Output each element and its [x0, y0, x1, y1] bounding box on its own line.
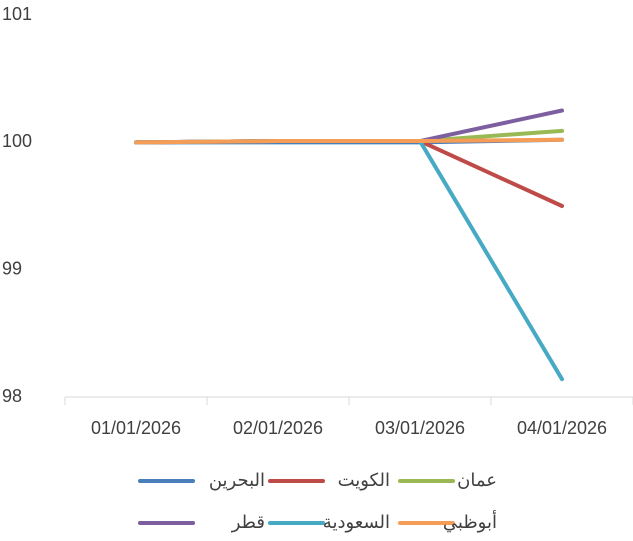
- x-tick-label: 04/01/2026: [517, 418, 607, 438]
- x-tick-label: 02/01/2026: [233, 418, 323, 438]
- series-line: [134, 108, 564, 145]
- y-tick-label: 98: [2, 386, 22, 406]
- y-tick-label: 100: [2, 131, 32, 151]
- legend-label: قطر: [231, 512, 265, 533]
- legend-label: السعودية: [323, 512, 390, 533]
- x-tick-label: 01/01/2026: [91, 418, 181, 438]
- legend-label: أبوظبي: [443, 510, 497, 533]
- series-line: [134, 139, 564, 208]
- legend-label: البحرين: [209, 470, 265, 491]
- legend-label: عمان: [457, 470, 497, 490]
- y-tick-label: 99: [2, 258, 22, 278]
- series-line: [134, 137, 564, 145]
- y-tick-label: 101: [2, 4, 32, 24]
- legend-label: الكويت: [338, 470, 390, 491]
- x-tick-label: 03/01/2026: [375, 418, 465, 438]
